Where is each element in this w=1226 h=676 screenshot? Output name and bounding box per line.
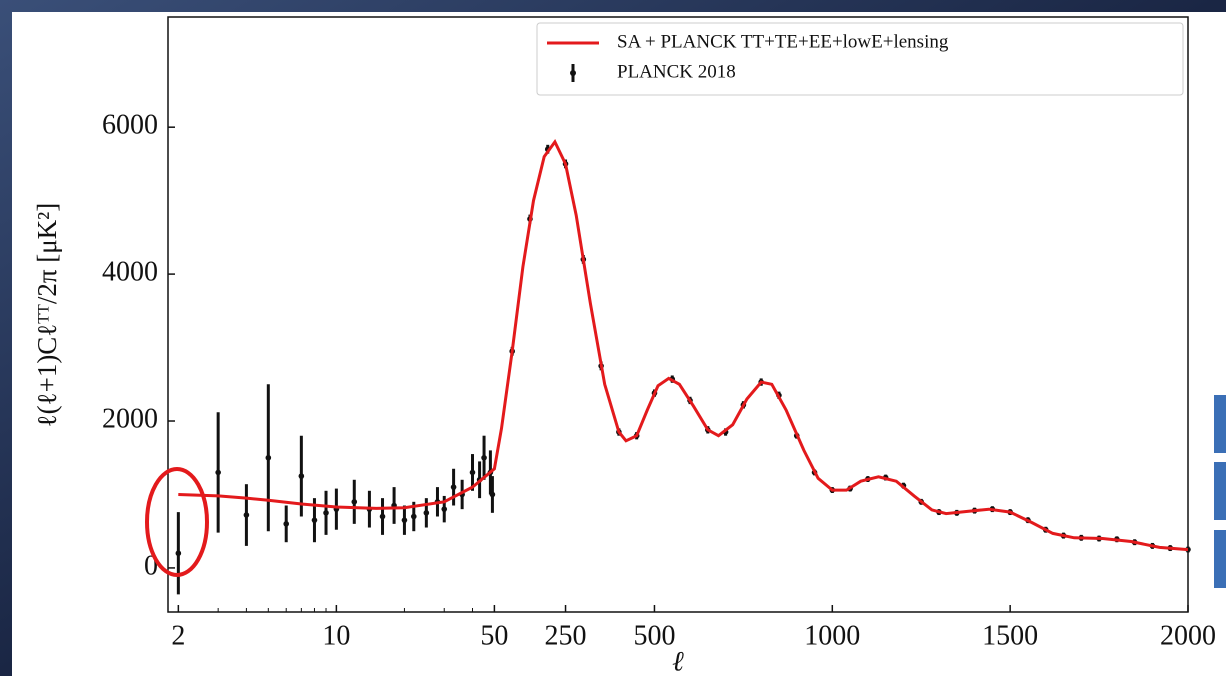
figure-panel: [12, 12, 1226, 676]
data-point: [265, 454, 272, 461]
data-point: [243, 512, 250, 518]
slide-decoration: [1214, 530, 1226, 588]
legend-box: [536, 22, 1184, 96]
data-point: [469, 469, 476, 476]
legend-label: SA + PLANCK TT+TE+EE+lowE+lensing: [617, 31, 949, 52]
x-tick-label: 2000: [1160, 620, 1216, 651]
y-tick-label: 2000: [102, 403, 158, 434]
x-tick-label: 1500: [982, 620, 1038, 651]
data-point: [298, 473, 305, 479]
y-tick-label: 0: [144, 550, 158, 581]
model-curve: [178, 138, 1189, 552]
data-point: [450, 484, 457, 490]
data-point: [351, 499, 358, 505]
highlight-circle: [145, 467, 209, 577]
data-point: [283, 521, 290, 527]
data-point: [481, 454, 487, 461]
plot-area: 0 2000 4000 6000 2 10 50 250 500 1000 1500 2000 SA +…: [102, 16, 1216, 651]
x-tick-label: 250: [545, 620, 587, 651]
data-point: [441, 506, 448, 512]
data-point: [489, 491, 496, 498]
y-axis-label: ℓ(ℓ+1)Cℓᵀᵀ/2π [μK²]: [32, 203, 62, 428]
legend-label: PLANCK 2018: [617, 61, 736, 82]
y-tick-label: 6000: [102, 110, 158, 141]
x-tick-label: 1000: [804, 620, 860, 651]
slide-decoration: [1214, 395, 1226, 453]
legend-swatch: [570, 70, 576, 76]
data-point: [323, 510, 329, 516]
x-tick-label: 50: [480, 620, 508, 651]
data-point: [401, 517, 408, 523]
data-point: [410, 513, 417, 520]
slide-decoration: [1214, 462, 1226, 520]
x-tick-label: 500: [633, 620, 675, 651]
data-point: [311, 517, 318, 523]
y-tick-label: 4000: [102, 257, 158, 288]
data-point: [379, 513, 386, 520]
x-tick-label: 2: [171, 620, 185, 651]
x-axis-label: ℓ: [672, 646, 684, 676]
data-point: [175, 550, 182, 557]
data-point: [215, 469, 221, 476]
axes-frame: [167, 16, 1189, 613]
x-tick-label: 10: [322, 620, 350, 651]
data-point: [423, 510, 430, 516]
